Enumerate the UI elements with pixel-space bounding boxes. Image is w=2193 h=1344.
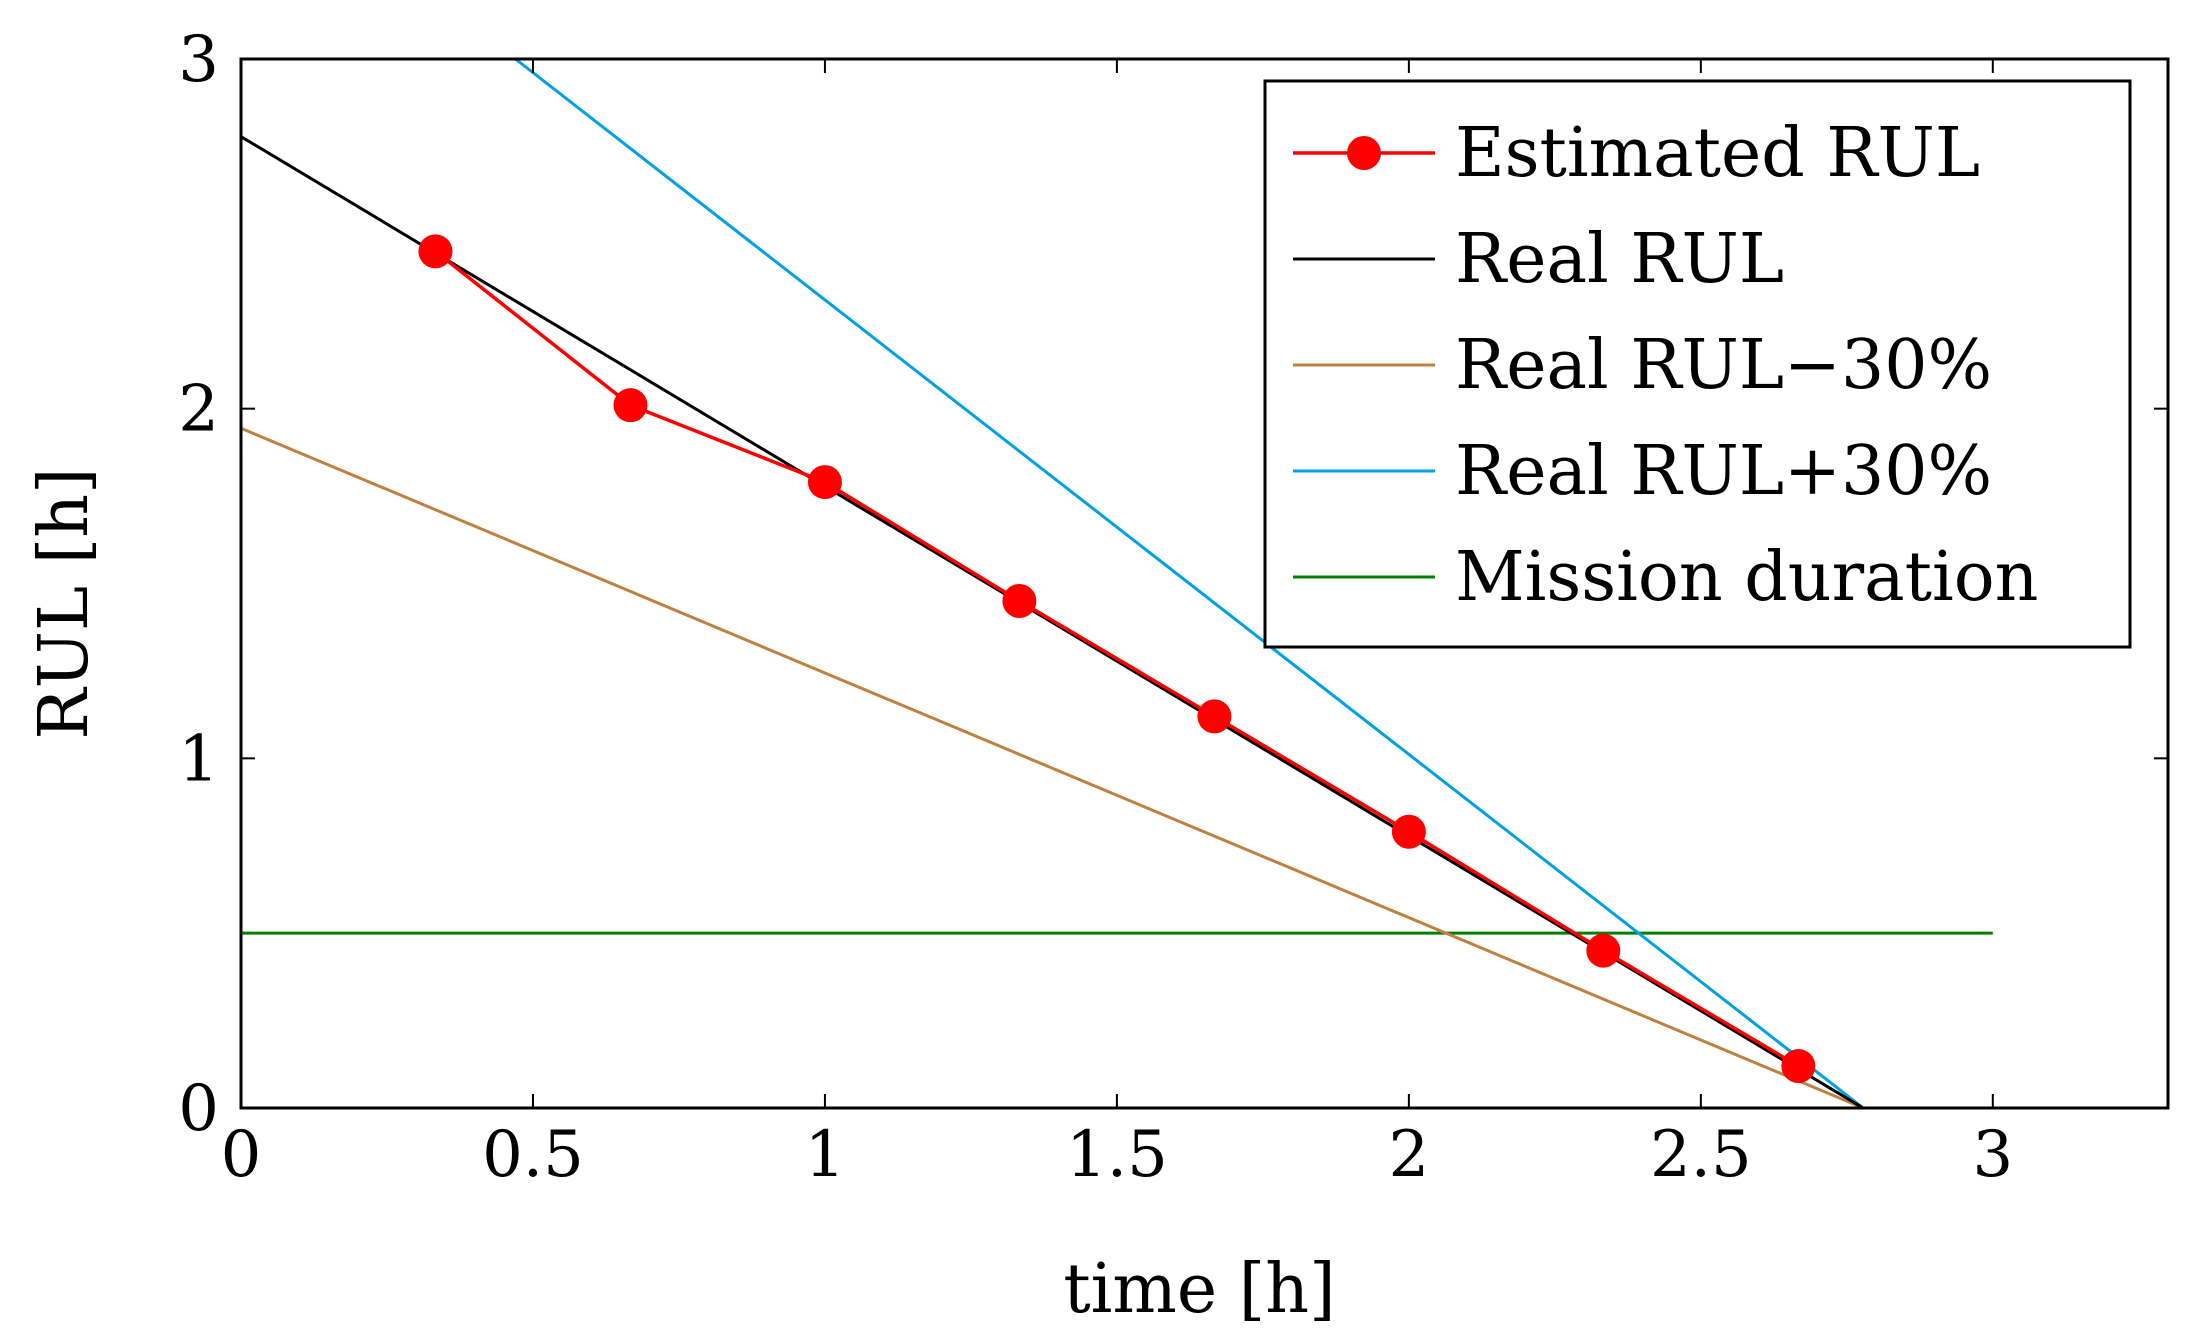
x-tick-label: 0 (221, 1118, 262, 1192)
legend: Estimated RUL Real RUL Real RUL−30% Real RU… (1263, 79, 2132, 649)
x-tick-label: 3 (1972, 1118, 2013, 1192)
series-line-real-rul-30 (241, 426, 1864, 1108)
series-line-estimated-rul (434, 249, 1800, 1068)
data-point (1586, 933, 1621, 968)
legend-item: Real RUL (1293, 220, 1784, 299)
series-line-real-rul-30 (514, 59, 1865, 1108)
series-layer (241, 59, 1993, 1108)
plot-area-frame (239, 57, 2170, 1110)
data-point (418, 234, 453, 269)
legend-label: Mission duration (1455, 538, 2038, 617)
x-tick-label: 1 (805, 1118, 846, 1192)
ticks-layer: 0 0.5 1 1.5 2 2.5 3 0 1 2 3 (178, 23, 2168, 1192)
legend-item: Real RUL−30% (1293, 326, 1992, 405)
data-point (1002, 583, 1037, 618)
x-tick-label: 1.5 (1066, 1118, 1168, 1192)
legend-item: Real RUL+30% (1293, 432, 1992, 511)
y-axis-label: RUL [h] (25, 467, 104, 739)
x-axis-label: time [h] (1063, 1250, 1335, 1329)
legend-marker (1347, 136, 1381, 170)
y-tick-label: 3 (178, 23, 219, 97)
data-point (1391, 814, 1426, 849)
y-tick-label: 2 (178, 373, 219, 447)
x-tick-label: 2 (1389, 1118, 1430, 1192)
y-tick-label: 1 (178, 722, 219, 796)
y-tick-label: 0 (178, 1072, 219, 1146)
x-tick-label: 2.5 (1650, 1118, 1752, 1192)
legend-label: Real RUL+30% (1455, 432, 1992, 511)
legend-label: Real RUL−30% (1455, 326, 1992, 405)
legend-item: Estimated RUL (1293, 114, 1980, 193)
data-point (1197, 699, 1232, 734)
series-real-rul-30 (241, 426, 1864, 1108)
legend-label: Real RUL (1455, 220, 1784, 299)
data-point (613, 388, 648, 423)
legend-label: Estimated RUL (1455, 114, 1980, 193)
series-real-rul-30 (514, 59, 1865, 1108)
legend-item: Mission duration (1293, 538, 2038, 617)
data-point (1781, 1049, 1816, 1084)
data-point (807, 465, 842, 500)
series-estimated-rul (418, 234, 1816, 1084)
x-tick-label: 0.5 (482, 1118, 584, 1192)
